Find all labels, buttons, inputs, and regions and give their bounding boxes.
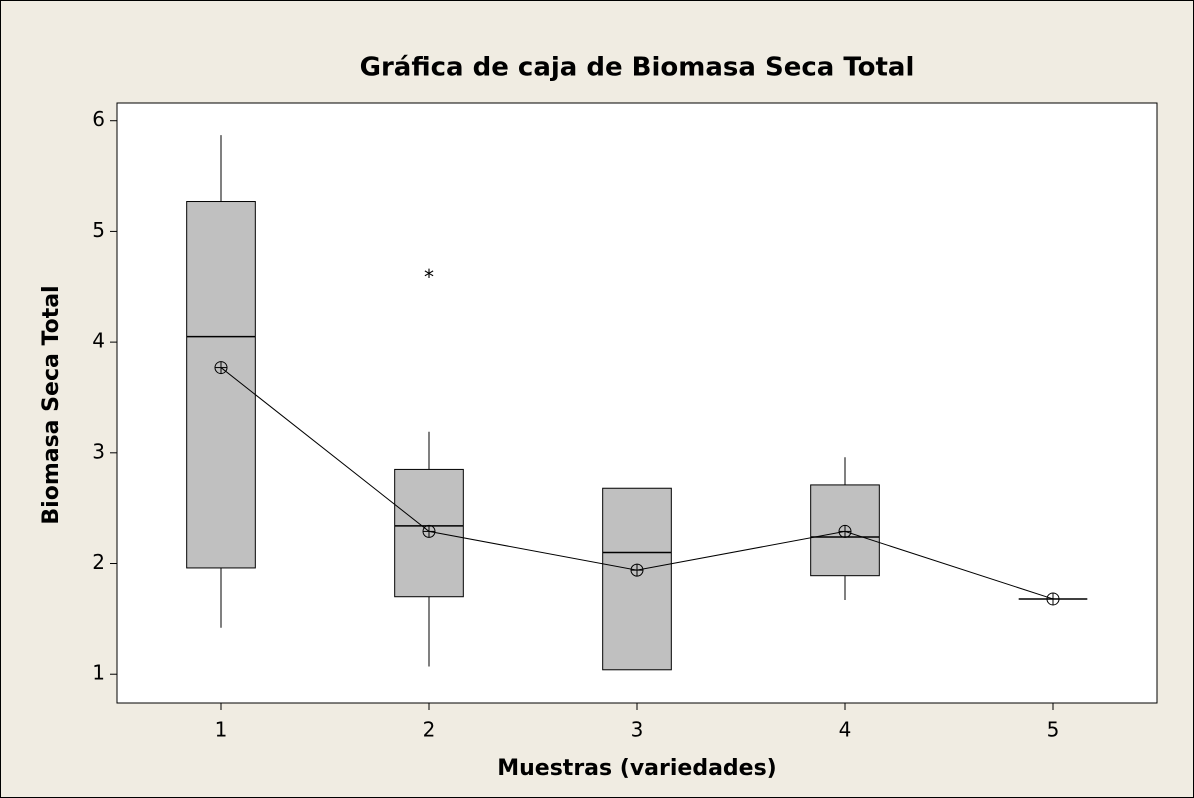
- x-tick-label: 4: [839, 718, 852, 742]
- y-tick-label: 6: [92, 107, 105, 131]
- y-tick-label: 3: [92, 439, 105, 463]
- chart-title: Gráfica de caja de Biomasa Seca Total: [360, 53, 915, 83]
- x-tick-label: 3: [631, 718, 644, 742]
- mean-marker: [422, 524, 436, 538]
- outlier: *: [424, 265, 434, 289]
- mean-marker: [838, 524, 852, 538]
- y-tick-label: 4: [92, 329, 105, 353]
- y-axis-label: Biomasa Seca Total: [39, 285, 64, 524]
- y-tick-label: 1: [92, 661, 105, 685]
- mean-marker: [1046, 592, 1060, 606]
- x-tick-label: 5: [1047, 718, 1060, 742]
- x-axis-label: Muestras (variedades): [497, 756, 777, 781]
- box: [602, 487, 672, 671]
- y-tick-label: 2: [92, 550, 105, 574]
- x-tick-label: 1: [215, 718, 228, 742]
- x-tick-label: 2: [423, 718, 436, 742]
- y-tick-label: 5: [92, 218, 105, 242]
- mean-marker: [214, 361, 228, 375]
- mean-marker: [630, 563, 644, 577]
- box: [186, 201, 256, 569]
